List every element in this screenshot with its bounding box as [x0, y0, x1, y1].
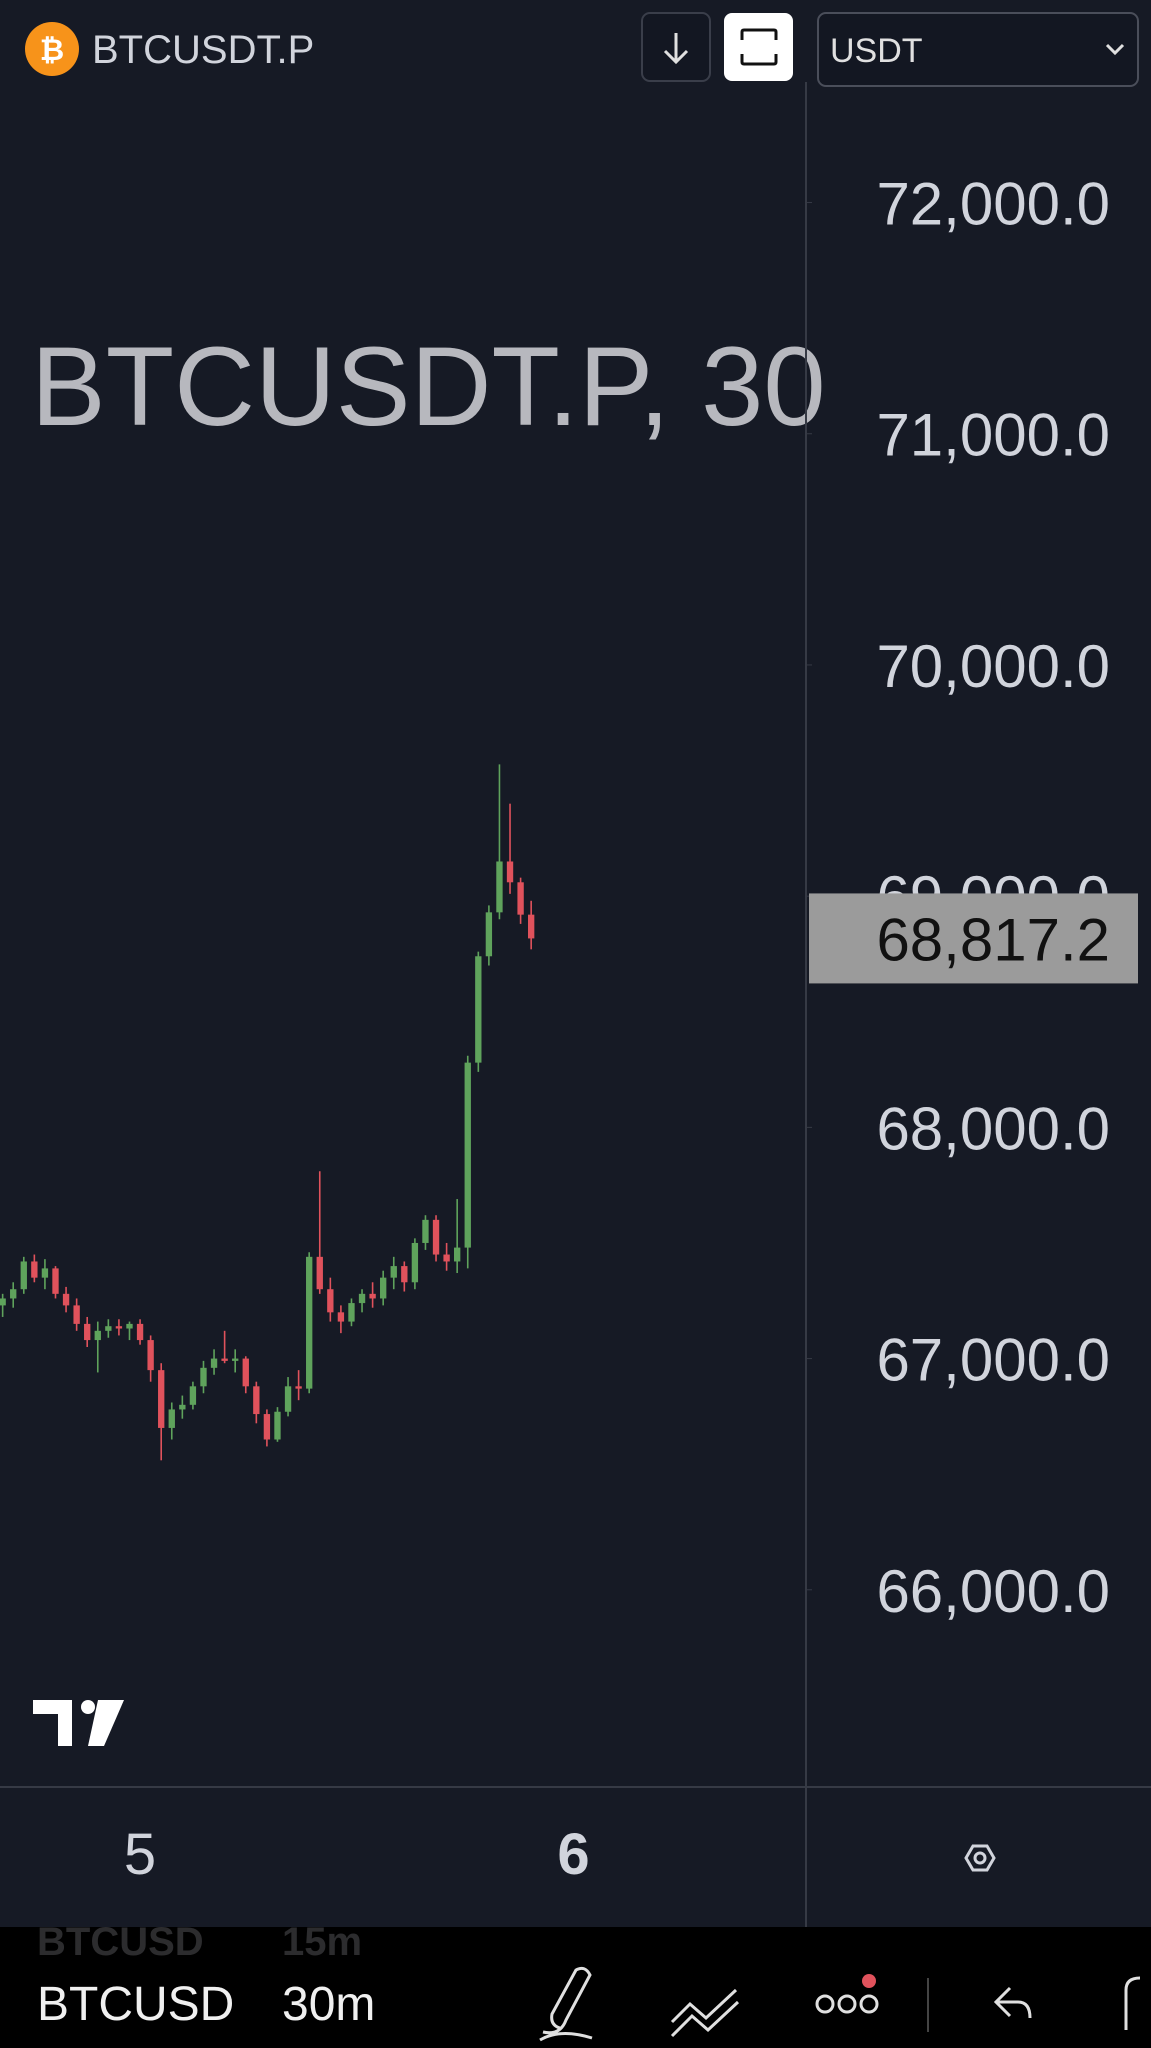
candle-body: [84, 1323, 91, 1341]
candle-body: [475, 956, 482, 1063]
candle-body: [210, 1358, 218, 1368]
candle-body: [147, 1340, 154, 1371]
y-tick-label: 66,000.0: [876, 1558, 1110, 1625]
more-icon[interactable]: [1124, 1976, 1141, 2030]
y-tick-label: 72,000.0: [876, 171, 1110, 238]
candle-body: [401, 1266, 408, 1283]
candle-body: [284, 1386, 292, 1412]
y-tick-label: 71,000.0: [876, 402, 1110, 469]
toolbar-interval[interactable]: 30m: [282, 1978, 375, 2031]
candle-body: [380, 1277, 387, 1299]
x-tick-label: 5: [124, 1822, 156, 1887]
candle-body: [41, 1268, 49, 1278]
candle-body: [485, 912, 493, 957]
symbol[interactable]: BTCUSDT.P: [92, 28, 314, 72]
undo-button[interactable]: [993, 1986, 1032, 2019]
currency-text: USDT: [830, 32, 923, 70]
settings-button[interactable]: [964, 1844, 996, 1872]
candle-body: [369, 1293, 376, 1299]
draw-icon[interactable]: [539, 1966, 593, 2042]
candle-body: [306, 1256, 313, 1389]
candle-body: [168, 1409, 175, 1428]
candle-body: [506, 861, 514, 883]
last-price-label: 68,817.2: [876, 906, 1110, 973]
candle-body: [126, 1323, 133, 1329]
candle-body: [20, 1261, 27, 1290]
currency-select[interactable]: [817, 12, 1139, 87]
settings-dot: [973, 1851, 987, 1865]
fullscreen-icon: [740, 28, 778, 66]
header: ₿ BTCUSDT.P USDT: [25, 12, 1139, 87]
candle-body: [527, 914, 535, 939]
prev-interval: 15m: [282, 1920, 362, 1964]
candle-body: [422, 1219, 429, 1243]
candle-body: [496, 861, 503, 913]
plot: [0, 764, 535, 1461]
tradingview-logo: [33, 1700, 124, 1746]
y-tick-label: 68,000.0: [876, 1095, 1110, 1162]
indicator-icon[interactable]: [670, 1988, 740, 2038]
x-tick-label: 6: [557, 1822, 589, 1887]
candle-body: [0, 1298, 6, 1306]
candle-body: [316, 1256, 323, 1290]
candle-body: [443, 1254, 450, 1262]
candle-body: [327, 1289, 334, 1313]
select-arrow: [1105, 43, 1125, 56]
candle-body: [115, 1326, 123, 1329]
candle-body: [94, 1330, 101, 1341]
candle-body: [158, 1370, 165, 1428]
prev-symbol: BTCUSD: [37, 1920, 204, 1964]
candle-body: [73, 1305, 80, 1324]
price-axis: 66,000.067,000.068,000.069,000.070,000.0…: [806, 171, 1138, 1625]
candle-body: [274, 1411, 281, 1440]
candle-body: [232, 1358, 239, 1361]
candle-body: [358, 1293, 366, 1304]
y-tick-label: 70,000.0: [876, 633, 1110, 700]
candle-body: [31, 1261, 38, 1278]
candle-body: [242, 1358, 249, 1387]
candle-body: [263, 1414, 271, 1440]
candle-body: [136, 1323, 144, 1341]
candle-body: [411, 1242, 419, 1283]
toolbar-symbol[interactable]: BTCUSD: [37, 1978, 234, 2031]
candle-body: [517, 882, 524, 915]
candle-body: [348, 1303, 355, 1322]
candle-body: [337, 1312, 345, 1322]
candle-body: [52, 1268, 59, 1294]
coin-icon: [25, 22, 79, 76]
bottom-toolbar: [0, 1927, 1151, 2048]
candle-body: [221, 1358, 228, 1361]
more-button[interactable]: [815, 1974, 879, 2014]
candle-body: [253, 1386, 260, 1415]
candle-body: [464, 1062, 471, 1248]
coin-icon-glyph: ₿: [40, 34, 64, 67]
candle-body: [390, 1266, 397, 1278]
candle-body: [105, 1326, 112, 1331]
last-price-box: [809, 893, 1138, 984]
watermark: BTCUSDT.P, 30: [31, 324, 826, 449]
download-icon: [663, 33, 689, 65]
candle-body: [189, 1386, 197, 1405]
candle-body: [179, 1404, 186, 1410]
y-tick-label: 67,000.0: [876, 1327, 1110, 1394]
candle-body: [295, 1386, 302, 1389]
candle-body: [10, 1289, 17, 1299]
candle-body: [62, 1293, 70, 1306]
fullscreen-button[interactable]: [724, 13, 793, 81]
candle-body: [432, 1219, 440, 1255]
candle-body: [454, 1247, 461, 1262]
candle-body: [200, 1367, 207, 1387]
